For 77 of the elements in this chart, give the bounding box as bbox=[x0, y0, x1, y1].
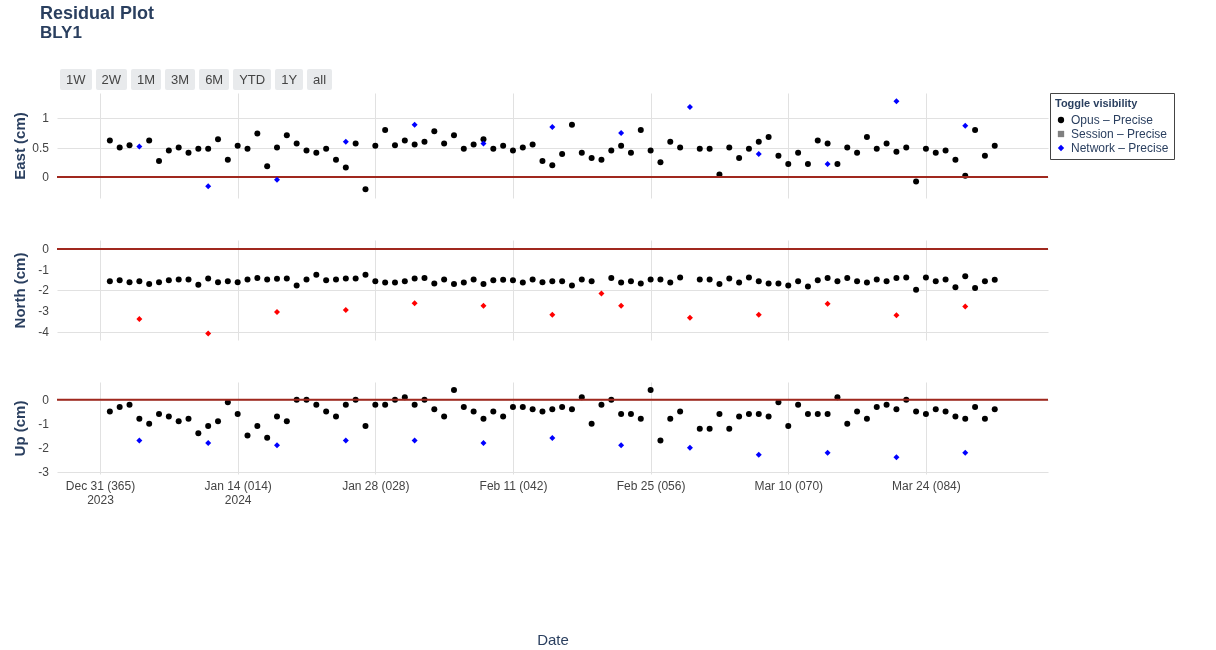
point bbox=[205, 330, 212, 337]
x-tick-label: Feb 11 (042) bbox=[479, 478, 548, 493]
point bbox=[480, 140, 487, 147]
point bbox=[962, 122, 969, 129]
x-axis-title: Date bbox=[537, 630, 569, 648]
legend-title: Toggle visibility bbox=[1055, 97, 1139, 109]
point bbox=[893, 454, 900, 461]
point bbox=[755, 311, 762, 318]
point bbox=[273, 176, 280, 183]
chart-title: Residual Plot bbox=[40, 2, 155, 23]
point bbox=[549, 311, 556, 318]
y-tick-label: -2 bbox=[38, 440, 50, 455]
y-tick-label: 0 bbox=[42, 241, 50, 256]
point bbox=[480, 302, 487, 309]
point bbox=[893, 98, 900, 105]
point bbox=[136, 316, 143, 323]
point bbox=[824, 160, 831, 167]
legend-label: Network – Precise bbox=[1071, 141, 1169, 155]
point bbox=[686, 104, 693, 111]
y-tick-label: -4 bbox=[38, 324, 50, 339]
point bbox=[549, 435, 556, 442]
legend-label: Session – Precise bbox=[1071, 127, 1168, 141]
range-button[interactable]: 1W bbox=[60, 69, 92, 90]
point bbox=[480, 440, 487, 447]
point bbox=[342, 138, 349, 145]
y-axis-title: East (cm) bbox=[10, 112, 28, 180]
point bbox=[598, 290, 605, 297]
range-button[interactable]: 1M bbox=[131, 69, 162, 90]
point bbox=[136, 437, 143, 444]
point bbox=[411, 121, 418, 128]
y-tick-label: 0.5 bbox=[32, 140, 50, 155]
y-tick-label: -2 bbox=[38, 283, 50, 298]
range-button[interactable]: 3M bbox=[165, 69, 196, 90]
point bbox=[824, 449, 831, 456]
y-axis-title: North (cm) bbox=[10, 252, 28, 329]
point bbox=[686, 444, 693, 451]
point bbox=[686, 314, 693, 321]
point bbox=[342, 437, 349, 444]
range-button[interactable]: 2W bbox=[95, 69, 127, 90]
chart-subtitle: BLY1 bbox=[40, 22, 82, 42]
point bbox=[411, 300, 418, 307]
y-tick-label: -3 bbox=[38, 464, 50, 479]
point bbox=[205, 183, 212, 190]
point bbox=[755, 151, 762, 158]
point bbox=[136, 143, 143, 150]
point bbox=[205, 440, 212, 447]
y-tick-label: 1 bbox=[42, 111, 50, 126]
point bbox=[893, 312, 900, 319]
point bbox=[273, 442, 280, 449]
x-tick-label: Mar 24 (084) bbox=[892, 478, 961, 493]
legend-label: Opus – Precise bbox=[1071, 113, 1154, 127]
point bbox=[618, 442, 625, 449]
y-tick-label: -3 bbox=[38, 304, 50, 319]
point bbox=[342, 306, 349, 313]
x-tick-label: Dec 31 (365) 2023 bbox=[65, 478, 136, 507]
x-tick-label: Feb 25 (056) bbox=[616, 478, 686, 493]
point bbox=[618, 129, 625, 136]
point bbox=[549, 124, 556, 131]
point bbox=[755, 451, 762, 458]
range-button[interactable]: 1Y bbox=[275, 69, 304, 90]
point bbox=[273, 309, 280, 316]
point bbox=[618, 302, 625, 309]
range-button[interactable]: 6M bbox=[199, 69, 230, 90]
x-tick-label: Mar 10 (070) bbox=[754, 478, 824, 493]
point bbox=[824, 300, 831, 307]
x-tick-label: Jan 28 (028) bbox=[342, 478, 410, 493]
y-axis-title: Up (cm) bbox=[10, 400, 28, 457]
y-tick-label: 0 bbox=[42, 169, 50, 184]
point bbox=[411, 437, 418, 444]
point bbox=[962, 449, 969, 456]
range-button[interactable]: YTD bbox=[233, 69, 272, 90]
x-tick-label: Jan 14 (014) 2024 bbox=[204, 478, 272, 507]
point bbox=[962, 303, 969, 310]
range-button[interactable]: all bbox=[307, 69, 333, 90]
y-tick-label: 0 bbox=[42, 392, 50, 407]
y-tick-label: -1 bbox=[38, 416, 50, 431]
y-tick-label: -1 bbox=[38, 262, 50, 277]
